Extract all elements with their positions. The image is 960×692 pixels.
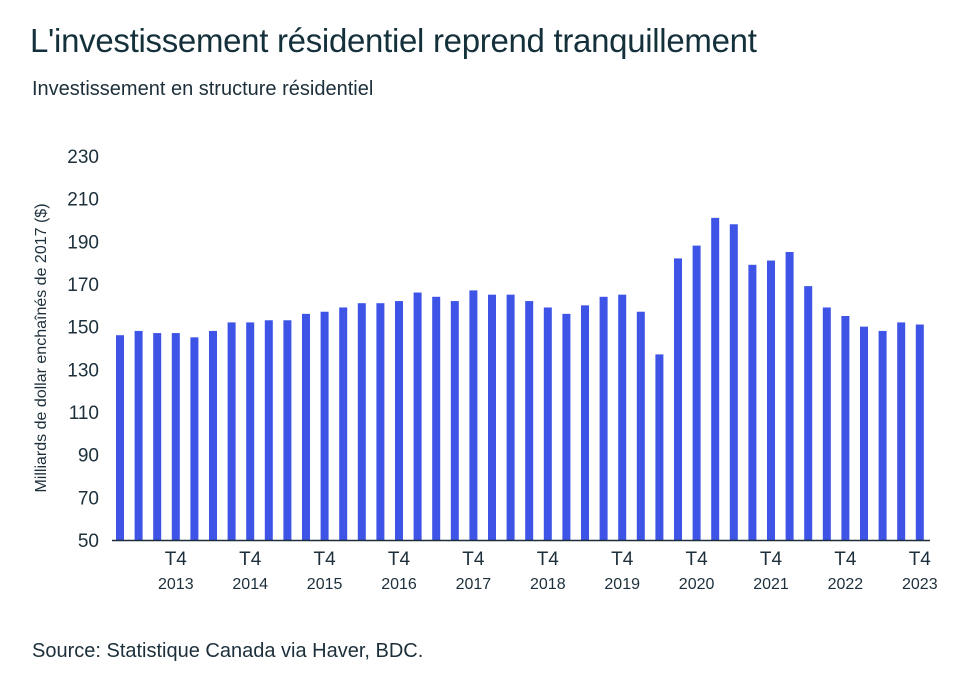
bar xyxy=(506,294,515,540)
bar xyxy=(116,335,124,540)
bar xyxy=(413,292,422,540)
x-tick-year: 2017 xyxy=(456,576,492,593)
bar xyxy=(469,290,478,540)
bars xyxy=(116,217,924,540)
bar xyxy=(729,224,738,540)
bar xyxy=(841,316,850,540)
y-tick-label: 190 xyxy=(67,232,99,253)
x-tick-quarter: T4 xyxy=(537,549,560,570)
x-axis-ticks: T4 2013 T4 2014 T4 2015 T4 2016 T4 2017 T4 2018 T4 20… xyxy=(158,549,938,593)
bar xyxy=(209,330,217,540)
x-tick-quarter: T4 xyxy=(388,549,411,570)
bar xyxy=(581,305,589,540)
x-tick-quarter: T4 xyxy=(314,549,337,570)
chart-title: L'investissement résidentiel reprend tra… xyxy=(30,22,757,59)
bar xyxy=(674,258,682,540)
bar xyxy=(376,303,385,540)
y-axis-label: Milliards de dollar enchaînés de 2017 ($… xyxy=(33,203,50,492)
y-tick-label: 230 xyxy=(67,147,99,168)
x-tick-quarter: T4 xyxy=(686,549,709,570)
y-tick-label: 110 xyxy=(69,403,99,424)
bar xyxy=(283,320,292,540)
bar xyxy=(822,307,831,540)
bar xyxy=(302,313,310,540)
x-tick-quarter: T4 xyxy=(611,549,634,570)
y-tick-label: 70 xyxy=(78,488,99,509)
bar xyxy=(785,252,794,540)
bar xyxy=(897,322,906,540)
bar xyxy=(153,333,162,540)
bar xyxy=(618,294,627,540)
bar xyxy=(432,296,441,540)
x-tick-year: 2014 xyxy=(232,576,268,593)
x-tick-quarter: T4 xyxy=(165,549,188,570)
bar xyxy=(264,320,273,540)
bar xyxy=(748,264,757,540)
x-tick-year: 2021 xyxy=(753,576,789,593)
bar xyxy=(395,301,403,540)
x-tick-year: 2022 xyxy=(828,576,864,593)
bar xyxy=(562,313,571,540)
bar xyxy=(450,301,459,540)
bar xyxy=(804,286,813,540)
bar xyxy=(134,330,143,540)
bar xyxy=(320,311,329,540)
x-tick-quarter: T4 xyxy=(462,549,485,570)
bar xyxy=(692,245,701,540)
x-tick-year: 2019 xyxy=(604,576,640,593)
x-tick-quarter: T4 xyxy=(239,549,262,570)
y-tick-label: 50 xyxy=(78,531,99,552)
bar xyxy=(711,217,720,540)
bar xyxy=(246,322,255,540)
bar xyxy=(878,330,887,540)
x-tick-year: 2016 xyxy=(381,576,417,593)
bar xyxy=(636,311,645,540)
bar xyxy=(767,260,775,540)
x-tick-year: 2013 xyxy=(158,576,194,593)
x-tick-year: 2018 xyxy=(530,576,566,593)
y-tick-label: 150 xyxy=(67,318,99,339)
y-tick-label: 130 xyxy=(67,360,99,381)
y-axis-ticks: 50 70 90 110 130 150 170 190 210 230 xyxy=(67,147,99,552)
bar xyxy=(357,303,366,540)
x-tick-year: 2023 xyxy=(902,576,938,593)
bar xyxy=(599,296,608,540)
y-tick-label: 170 xyxy=(67,275,99,296)
y-tick-label: 90 xyxy=(78,446,99,467)
y-tick-label: 210 xyxy=(67,190,99,211)
bar xyxy=(860,326,868,540)
bar xyxy=(339,307,348,540)
bar xyxy=(190,337,199,540)
x-tick-quarter: T4 xyxy=(760,549,783,570)
x-tick-year: 2020 xyxy=(679,576,715,593)
x-tick-quarter: T4 xyxy=(834,549,857,570)
bar xyxy=(655,354,664,540)
x-tick-year: 2015 xyxy=(307,576,343,593)
bar xyxy=(543,307,552,540)
bar xyxy=(525,301,534,540)
bar xyxy=(488,294,496,540)
bar xyxy=(915,324,924,540)
bar xyxy=(171,333,180,540)
x-tick-quarter: T4 xyxy=(909,549,932,570)
chart-subtitle: Investissement en structure résidentiel xyxy=(32,78,374,100)
source-note: Source: Statistique Canada via Haver, BD… xyxy=(32,640,424,662)
bar xyxy=(227,322,236,540)
